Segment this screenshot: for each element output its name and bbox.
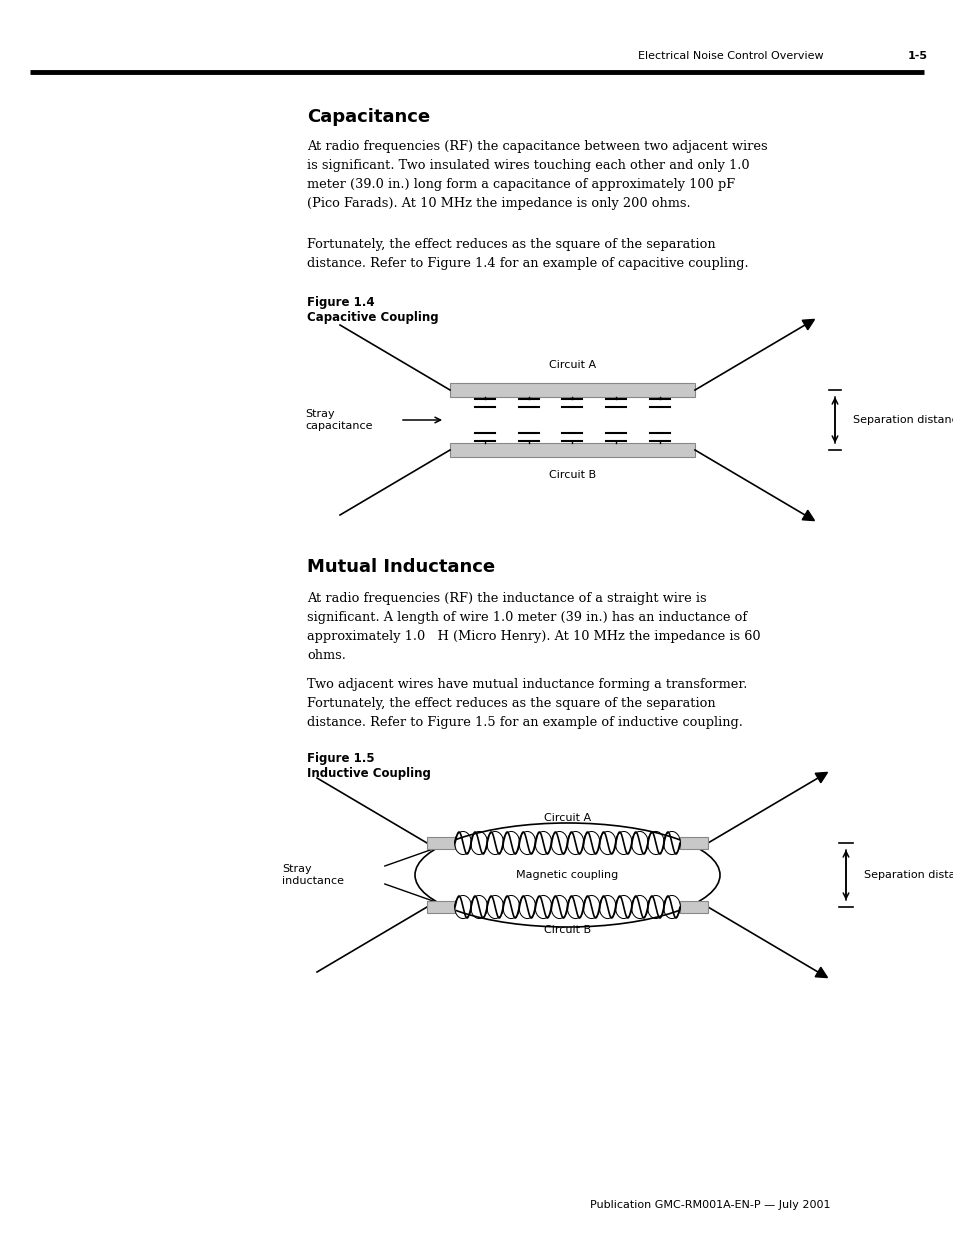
Text: Stray
capacitance: Stray capacitance <box>305 409 372 431</box>
Bar <box>427 902 455 913</box>
Bar <box>427 837 455 848</box>
Text: Separation distance: Separation distance <box>863 869 953 881</box>
Polygon shape <box>815 967 826 978</box>
Polygon shape <box>801 320 814 330</box>
Text: Figure 1.4: Figure 1.4 <box>307 296 375 309</box>
Bar <box>679 902 707 913</box>
Bar <box>450 383 695 396</box>
Text: Magnetic coupling: Magnetic coupling <box>516 869 618 881</box>
Text: Inductive Coupling: Inductive Coupling <box>307 767 431 781</box>
Text: Circuit A: Circuit A <box>548 359 596 370</box>
Bar <box>450 443 695 457</box>
Polygon shape <box>815 772 826 783</box>
Text: Figure 1.5: Figure 1.5 <box>307 752 375 764</box>
Text: Circuit B: Circuit B <box>543 925 591 935</box>
Text: Capacitive Coupling: Capacitive Coupling <box>307 311 438 324</box>
Text: Circuit B: Circuit B <box>548 471 596 480</box>
Text: Fortunately, the effect reduces as the square of the separation
distance. Refer : Fortunately, the effect reduces as the s… <box>307 238 748 270</box>
Ellipse shape <box>415 823 720 927</box>
Text: Electrical Noise Control Overview: Electrical Noise Control Overview <box>638 51 822 61</box>
Bar <box>679 837 707 848</box>
Polygon shape <box>801 510 814 521</box>
Text: Publication GMC-RM001A-EN-P — July 2001: Publication GMC-RM001A-EN-P — July 2001 <box>589 1200 830 1210</box>
Text: Circuit A: Circuit A <box>543 813 591 823</box>
Text: Two adjacent wires have mutual inductance forming a transformer.
Fortunately, th: Two adjacent wires have mutual inductanc… <box>307 678 746 729</box>
Text: 1-5: 1-5 <box>907 51 927 61</box>
Text: Capacitance: Capacitance <box>307 107 430 126</box>
Text: Stray
inductance: Stray inductance <box>282 864 344 885</box>
Text: Mutual Inductance: Mutual Inductance <box>307 558 495 576</box>
Text: At radio frequencies (RF) the capacitance between two adjacent wires
is signific: At radio frequencies (RF) the capacitanc… <box>307 140 767 210</box>
Text: At radio frequencies (RF) the inductance of a straight wire is
significant. A le: At radio frequencies (RF) the inductance… <box>307 592 760 662</box>
Text: Separation distance: Separation distance <box>852 415 953 425</box>
